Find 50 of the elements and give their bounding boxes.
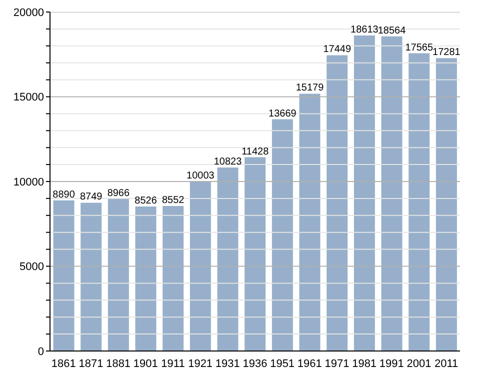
data-label: 13669 (268, 108, 297, 120)
data-label: 8890 (52, 189, 76, 200)
bar (408, 53, 430, 351)
data-label: 17281 (432, 47, 461, 58)
bar (436, 58, 457, 351)
x-tick-label: 2011 (434, 358, 458, 370)
data-label: 8749 (80, 192, 103, 203)
bar (381, 36, 402, 351)
y-tick-label: 20000 (13, 6, 44, 19)
y-tick-label: 15000 (13, 92, 44, 104)
data-label: 10823 (214, 156, 242, 168)
data-label: 8526 (134, 195, 158, 206)
x-tick-label: 1981 (352, 358, 377, 370)
data-label: 17449 (323, 44, 352, 56)
x-tick-label: 1911 (161, 358, 185, 370)
data-label: 11428 (242, 146, 270, 158)
x-tick-label: 1861 (51, 358, 76, 370)
data-label: 8552 (162, 195, 185, 206)
y-tick-label: 0 (38, 346, 44, 358)
x-tick-label: 1931 (215, 358, 240, 370)
data-label: 17565 (405, 42, 434, 54)
bar (272, 119, 293, 351)
x-tick-label: 1936 (242, 358, 268, 370)
bar (244, 157, 266, 351)
bar (135, 206, 156, 351)
bar (299, 94, 320, 351)
x-tick-label: 1971 (324, 358, 350, 370)
bar (190, 181, 211, 351)
data-label: 8966 (107, 188, 130, 200)
data-label: 10003 (186, 170, 215, 182)
x-tick-label: 1961 (297, 358, 322, 370)
y-tick-label: 5000 (20, 261, 44, 274)
bar (80, 202, 102, 351)
x-tick-label: 1901 (133, 358, 158, 370)
y-tick-label: 10000 (13, 176, 44, 188)
x-tick-label: 1921 (188, 358, 213, 370)
x-tick-label: 2001 (406, 358, 432, 370)
bar (326, 55, 348, 351)
bar (108, 199, 129, 351)
x-tick-label: 1951 (270, 358, 295, 370)
data-label: 15179 (296, 82, 324, 94)
data-label: 18564 (378, 25, 406, 36)
bar (53, 200, 74, 351)
x-tick-label: 1991 (379, 358, 404, 370)
data-label: 18613 (350, 24, 379, 36)
bar (354, 36, 375, 351)
x-tick-label: 1881 (106, 358, 131, 370)
bar (217, 168, 238, 351)
x-tick-label: 1871 (78, 358, 104, 370)
bar (162, 206, 184, 351)
